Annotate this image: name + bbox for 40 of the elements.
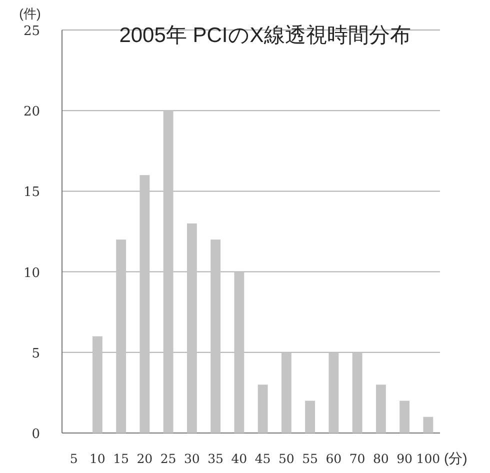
y-axis-title: (件)	[19, 6, 41, 21]
bar	[305, 400, 316, 433]
x-tick-label: 100	[416, 451, 440, 466]
bar	[423, 416, 434, 433]
bar	[116, 240, 126, 433]
bar	[258, 384, 268, 433]
y-tick-label: 25	[23, 24, 40, 39]
y-tick-label: 15	[23, 185, 40, 200]
bar	[186, 223, 197, 433]
x-tick-label: 90	[396, 451, 413, 466]
y-tick-label: 5	[32, 346, 40, 362]
x-tick-label: 80	[372, 451, 389, 466]
bar	[163, 110, 174, 433]
bar	[210, 240, 221, 433]
y-tick-label: 20	[23, 104, 40, 120]
x-tick-label: 40	[231, 451, 248, 466]
bar	[234, 272, 244, 433]
x-tick-label: 35	[208, 451, 224, 466]
x-tick-label: 20	[136, 451, 153, 466]
x-tick-label: 45	[254, 451, 271, 466]
x-tick-label: 55	[302, 451, 318, 466]
x-tick-label: 50	[278, 451, 294, 466]
y-tick-label: 10	[23, 266, 40, 281]
bar	[140, 175, 150, 433]
bar	[281, 352, 292, 433]
x-tick-label: 5	[70, 451, 78, 466]
y-tick-label: 0	[32, 427, 40, 442]
bar	[352, 352, 362, 433]
x-tick-label: 60	[326, 451, 342, 466]
bar	[376, 384, 386, 433]
x-axis-title: (分)	[444, 450, 468, 466]
x-tick-label: 70	[349, 451, 366, 466]
x-tick-label: 25	[160, 451, 176, 466]
bar	[92, 336, 102, 433]
x-tick-label: 10	[89, 451, 106, 466]
x-tick-label: 15	[113, 451, 130, 466]
x-tick-label: 30	[184, 451, 200, 466]
bar	[400, 400, 410, 433]
bar	[328, 352, 339, 433]
chart-title: 2005年 PCIのX線透視時間分布	[119, 24, 411, 47]
